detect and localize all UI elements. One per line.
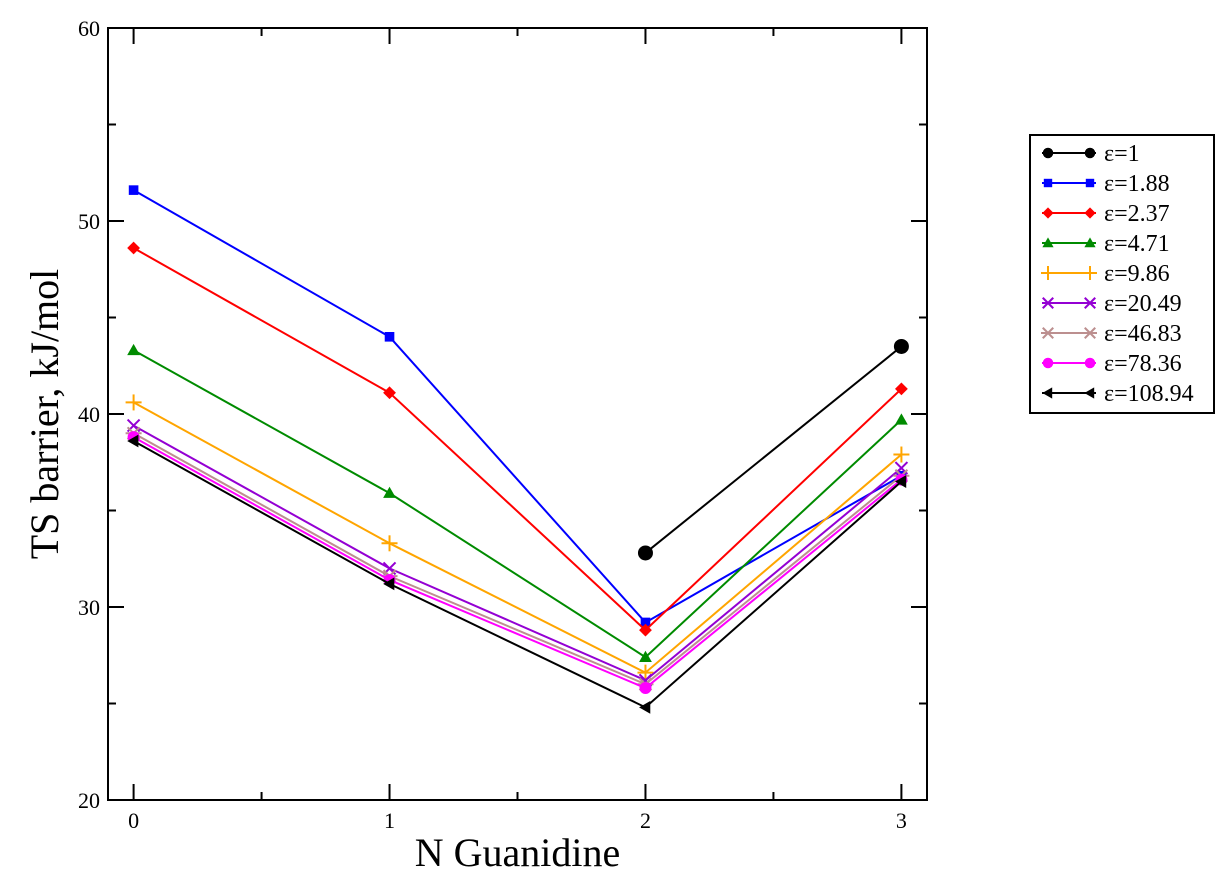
series-line — [133, 349, 903, 659]
data-point-circle — [1042, 147, 1054, 159]
series-line — [133, 424, 903, 682]
series-9 — [127, 434, 907, 714]
series-line — [133, 436, 903, 690]
data-point-circle — [1084, 357, 1096, 369]
data-point-circle — [637, 545, 653, 561]
data-point-plus — [893, 446, 910, 463]
data-point-diamond — [639, 623, 652, 637]
series-line — [644, 345, 903, 554]
legend-entry: ε=9.86 — [1041, 261, 1170, 287]
data-point-triangle-up — [895, 413, 908, 425]
y-axis-title: TS barrier, kJ/mol — [22, 269, 67, 560]
x-tick-label: 0 — [128, 808, 139, 833]
axis-labels-group: N Guanidine TS barrier, kJ/mol — [22, 269, 620, 875]
plot-frame-group: 20 30 40 50 60 0 1 2 3 — [78, 16, 928, 833]
data-point-triangle-up — [127, 343, 140, 356]
legend-entry: ε=46.83 — [1041, 321, 1182, 347]
legend-entry: ε=2.37 — [1042, 201, 1170, 227]
legend-entry: ε=108.94 — [1042, 381, 1194, 407]
data-point-triangle-left — [383, 577, 395, 591]
legend-label: ε=20.49 — [1104, 291, 1182, 317]
legend-entry: ε=1.88 — [1042, 171, 1170, 197]
series-line — [133, 247, 903, 632]
y-tick-label: 30 — [78, 595, 100, 620]
plot-frame — [107, 27, 928, 801]
data-point-triangle-up — [639, 650, 652, 662]
data-point-triangle-left — [1084, 387, 1095, 399]
legend-entry: ε=4.71 — [1042, 231, 1170, 257]
series-5 — [125, 394, 910, 681]
data-point-plus — [381, 535, 398, 552]
data-point-plus — [1083, 266, 1097, 280]
data-point-diamond — [1084, 207, 1096, 219]
data-point-square — [128, 185, 139, 195]
data-point-triangle-left — [639, 700, 651, 714]
data-point-square — [1085, 178, 1095, 188]
legend-entry: ε=78.36 — [1042, 351, 1182, 377]
data-point-circle — [893, 338, 909, 354]
legend-entry: ε=20.49 — [1042, 291, 1182, 317]
data-point-x — [1042, 297, 1054, 309]
series-group — [125, 185, 910, 714]
series-line — [133, 432, 903, 686]
data-point-diamond — [895, 382, 908, 396]
x-axis-title: N Guanidine — [415, 830, 621, 875]
legend-label: ε=78.36 — [1104, 351, 1182, 377]
data-point-plus — [125, 394, 142, 411]
y-tick-label: 40 — [78, 402, 100, 427]
series-line — [133, 401, 903, 674]
legend-label: ε=9.86 — [1104, 261, 1170, 287]
data-point-triangle-up — [1084, 237, 1096, 248]
y-tick-label: 20 — [78, 788, 100, 813]
legend: ε=1 ε=1.88 ε=2.37 ε=4.71 ε=9.86 ε=20.49 ε=46.8… — [1029, 134, 1215, 414]
series-3 — [127, 241, 908, 637]
data-point-circle — [1084, 147, 1096, 159]
x-tick-label: 1 — [384, 808, 395, 833]
data-point-square — [1043, 178, 1053, 188]
series-4 — [127, 343, 908, 662]
legend-entry: ε=1 — [1042, 141, 1140, 167]
legend-label: ε=2.37 — [1104, 201, 1170, 227]
y-tick-label: 60 — [78, 16, 100, 41]
data-point-circle — [639, 682, 652, 695]
series-line — [133, 440, 903, 709]
data-point-diamond — [1042, 207, 1054, 219]
legend-label: ε=46.83 — [1104, 321, 1182, 347]
data-point-asterisk — [1041, 327, 1055, 339]
data-point-asterisk — [1083, 327, 1097, 339]
series-1 — [637, 338, 909, 561]
data-point-square — [384, 332, 395, 342]
x-tick-label: 2 — [640, 808, 651, 833]
data-point-x — [1084, 297, 1096, 309]
legend-label: ε=108.94 — [1104, 381, 1194, 407]
x-tick-label: 3 — [896, 808, 907, 833]
data-point-diamond — [127, 241, 140, 255]
series-line — [133, 189, 902, 624]
y-tick-label: 50 — [78, 209, 100, 234]
data-point-diamond — [383, 386, 396, 400]
data-point-triangle-up — [1042, 237, 1054, 248]
data-point-triangle-left — [127, 434, 139, 448]
data-point-square — [640, 617, 651, 628]
series-8 — [127, 431, 908, 695]
legend-label: ε=4.71 — [1104, 231, 1170, 257]
data-point-triangle-up — [383, 486, 396, 498]
data-point-circle — [1042, 357, 1054, 369]
data-point-plus — [1041, 266, 1055, 280]
legend-label: ε=1 — [1104, 141, 1140, 167]
data-point-plus — [637, 664, 654, 681]
data-point-triangle-left — [1042, 387, 1053, 399]
data-point-triangle-left — [895, 475, 907, 488]
legend-label: ε=1.88 — [1104, 171, 1170, 197]
